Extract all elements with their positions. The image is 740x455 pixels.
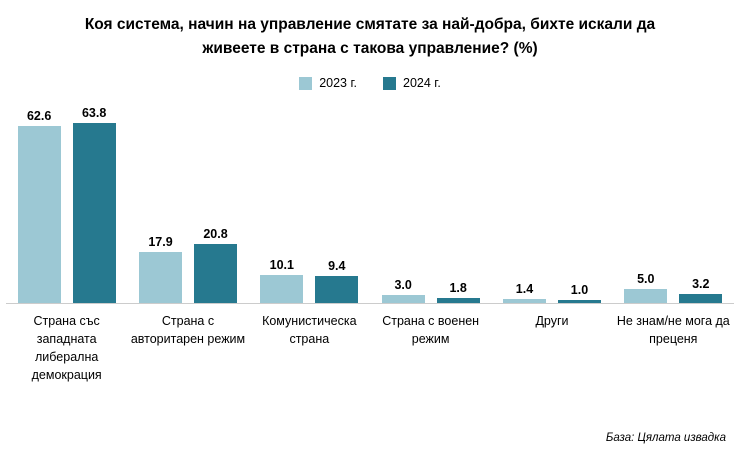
category-label: Страна с авторитарен режим bbox=[130, 314, 246, 347]
bar-column: 17.9 bbox=[138, 235, 182, 304]
bar-pair: 10.1 9.4 bbox=[260, 98, 359, 304]
bar bbox=[138, 252, 182, 304]
category-label: Страна със западната либерална демокраци… bbox=[31, 314, 102, 383]
bar-pair: 5.0 3.2 bbox=[624, 98, 723, 304]
value-label: 1.8 bbox=[449, 281, 467, 296]
value-label: 5.0 bbox=[637, 272, 655, 287]
legend-swatch-2024 bbox=[383, 76, 396, 90]
value-label: 1.0 bbox=[570, 283, 589, 298]
bar-column: 1.4 bbox=[502, 282, 546, 304]
bar-group: 17.9 20.8 Страна с авторитарен режим bbox=[127, 98, 248, 385]
legend-swatch-2023 bbox=[299, 76, 313, 90]
value-label: 9.4 bbox=[328, 259, 346, 274]
bar bbox=[436, 298, 480, 304]
bar-pair: 17.9 20.8 bbox=[138, 98, 237, 304]
category-label: Не знам/не мога да преценя bbox=[616, 314, 730, 347]
bar-column: 1.0 bbox=[557, 283, 601, 304]
bar-column: 10.1 bbox=[260, 258, 304, 304]
bar bbox=[17, 126, 61, 304]
value-label: 62.6 bbox=[26, 109, 52, 124]
legend-label-2023: 2023 г. bbox=[319, 76, 357, 91]
value-label: 3.2 bbox=[692, 277, 710, 292]
legend-item-2023: 2023 г. bbox=[299, 76, 357, 90]
legend: 2023 г. 2024 г. bbox=[0, 76, 740, 90]
bar bbox=[679, 294, 723, 304]
chart-title: Коя система, начин на управление смятате… bbox=[84, 16, 656, 58]
value-label: 63.8 bbox=[81, 106, 107, 121]
bar-group: 10.1 9.4 Комунистическа страна bbox=[249, 98, 370, 385]
legend-label-2024: 2024 г. bbox=[403, 76, 441, 91]
category-label: Страна с военен режим bbox=[382, 314, 480, 347]
bar-pair: 62.6 63.8 bbox=[17, 98, 116, 304]
bar-group: 3.0 1.8 Страна с военен режим bbox=[370, 98, 491, 385]
bar bbox=[72, 123, 116, 304]
bar-column: 3.0 bbox=[381, 278, 425, 304]
bar bbox=[624, 289, 668, 304]
bar-column: 5.0 bbox=[624, 272, 668, 304]
value-label: 3.0 bbox=[394, 278, 412, 293]
bar bbox=[502, 299, 546, 304]
bar-column: 9.4 bbox=[315, 259, 359, 304]
bar-group: 62.6 63.8 Страна със западната либерална д… bbox=[6, 98, 127, 385]
base-footnote: База: Цялата извадка bbox=[605, 432, 726, 444]
bar bbox=[557, 300, 601, 304]
category-label: Комунистическа страна bbox=[262, 314, 357, 347]
legend-item-2024: 2024 г. bbox=[383, 76, 441, 90]
bar-column: 20.8 bbox=[193, 227, 237, 304]
bar bbox=[260, 275, 304, 304]
bar-column: 63.8 bbox=[72, 106, 116, 304]
value-label: 10.1 bbox=[269, 258, 294, 273]
bar bbox=[315, 276, 359, 304]
category-label: Други bbox=[535, 314, 569, 329]
bar-pair: 1.4 1.0 bbox=[502, 98, 601, 304]
value-label: 20.8 bbox=[203, 227, 228, 242]
bar-column: 3.2 bbox=[679, 277, 723, 304]
x-axis-baseline bbox=[6, 303, 734, 305]
bar-group: 5.0 3.2 Не знам/не мога да преценя bbox=[613, 98, 734, 385]
bar bbox=[193, 244, 237, 304]
bar-column: 62.6 bbox=[17, 109, 61, 304]
value-label: 1.4 bbox=[515, 282, 534, 297]
bar-column: 1.8 bbox=[436, 281, 480, 304]
bar-pair: 3.0 1.8 bbox=[381, 98, 480, 304]
bar-chart: 62.6 63.8 Страна със западната либерална д… bbox=[0, 98, 740, 385]
value-label: 17.9 bbox=[148, 235, 173, 250]
bar bbox=[381, 295, 425, 304]
bar-group: 1.4 1.0 Други bbox=[491, 98, 612, 385]
